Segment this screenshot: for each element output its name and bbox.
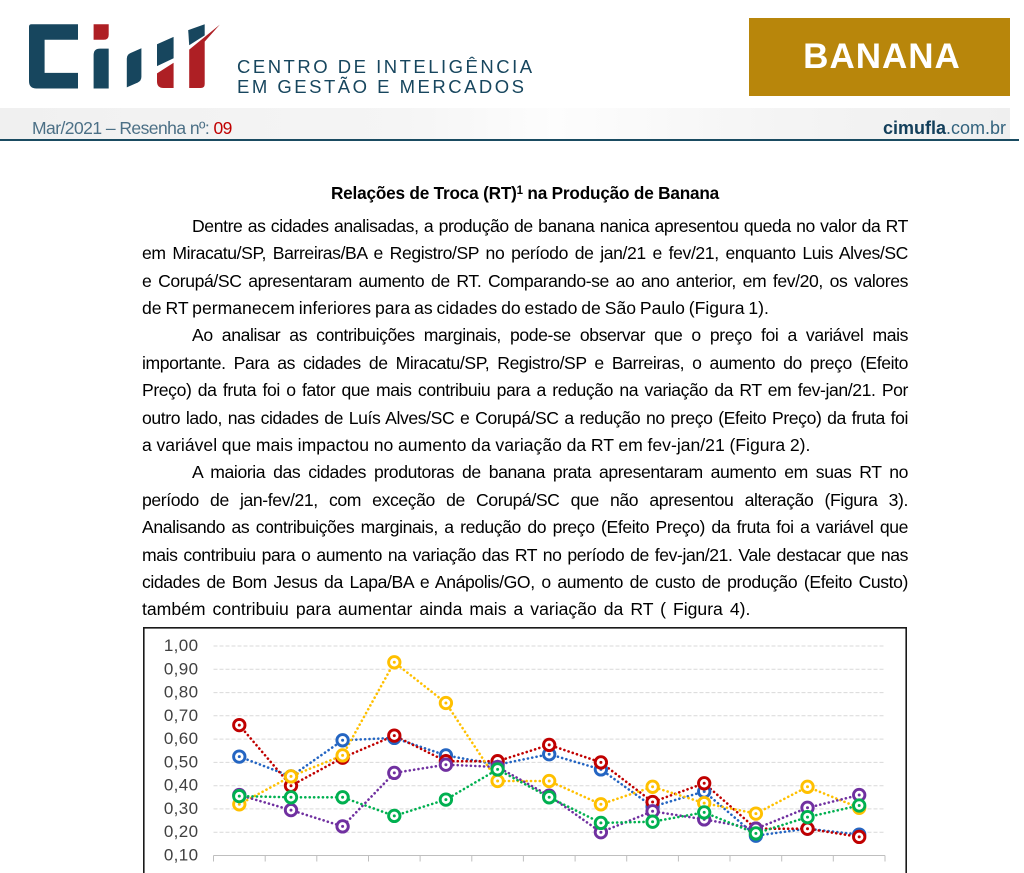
svg-text:0,70: 0,70 <box>164 706 199 725</box>
svg-text:0,90: 0,90 <box>164 659 199 678</box>
svg-text:0,80: 0,80 <box>164 683 199 702</box>
svg-text:0,10: 0,10 <box>164 846 199 865</box>
svg-text:0,30: 0,30 <box>164 799 199 818</box>
svg-text:0,60: 0,60 <box>164 729 199 748</box>
svg-text:0,40: 0,40 <box>164 776 199 795</box>
svg-text:0,50: 0,50 <box>164 752 199 771</box>
svg-text:1,00: 1,00 <box>164 636 199 655</box>
svg-text:0,20: 0,20 <box>164 822 199 841</box>
